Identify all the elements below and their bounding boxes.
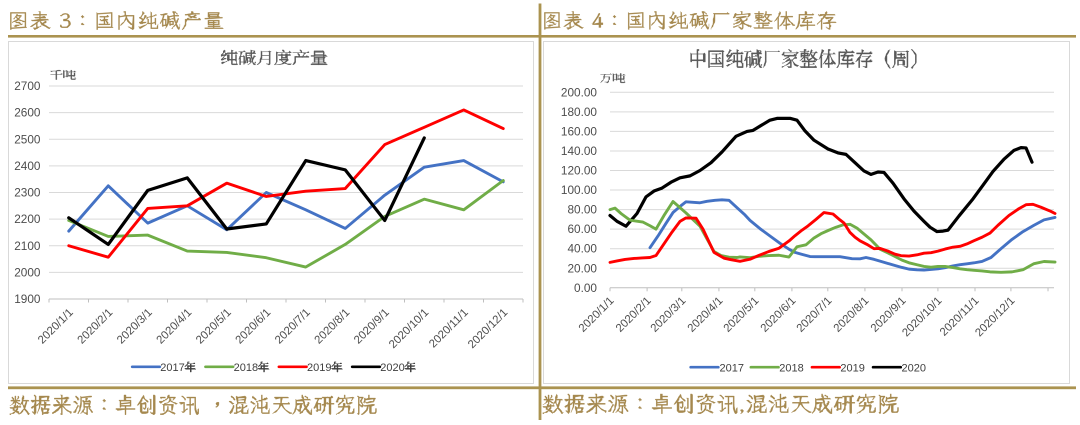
svg-text:2020/9/1: 2020/9/1 [352, 307, 392, 347]
svg-text:2020: 2020 [902, 362, 926, 374]
svg-text:2020/4/1: 2020/4/1 [686, 295, 726, 335]
svg-text:2020/1/1: 2020/1/1 [577, 295, 617, 335]
svg-text:2017: 2017 [160, 362, 184, 374]
svg-text:200.00: 200.00 [561, 85, 598, 99]
svg-text:0.00: 0.00 [574, 281, 597, 295]
svg-text:60.00: 60.00 [567, 222, 597, 236]
svg-text:2018: 2018 [234, 362, 258, 374]
svg-text:2019: 2019 [840, 362, 864, 374]
svg-text:2020: 2020 [380, 362, 404, 374]
svg-text:2020/12/1: 2020/12/1 [973, 295, 1017, 339]
svg-text:2300: 2300 [14, 186, 41, 200]
svg-text:2020/6/1: 2020/6/1 [759, 295, 799, 335]
svg-text:2700: 2700 [14, 79, 41, 93]
svg-text:2017: 2017 [720, 362, 744, 374]
svg-text:2020/4/1: 2020/4/1 [155, 307, 195, 347]
svg-text:2020/12/1: 2020/12/1 [466, 307, 510, 351]
svg-text:1900: 1900 [14, 292, 41, 306]
svg-text:2100: 2100 [14, 239, 41, 253]
svg-text:140.00: 140.00 [561, 144, 598, 158]
svg-text:2020/7/1: 2020/7/1 [795, 295, 835, 335]
svg-text:100.00: 100.00 [561, 183, 598, 197]
svg-text:2019: 2019 [307, 362, 331, 374]
svg-text:2020/2/1: 2020/2/1 [76, 307, 116, 347]
svg-text:2020/8/1: 2020/8/1 [832, 295, 872, 335]
svg-text:2020/11/1: 2020/11/1 [427, 307, 471, 351]
svg-text:2020/2/1: 2020/2/1 [614, 295, 654, 335]
svg-text:2400: 2400 [14, 159, 41, 173]
svg-text:2200: 2200 [14, 212, 41, 226]
svg-text:120.00: 120.00 [561, 164, 598, 178]
svg-text:2020/5/1: 2020/5/1 [194, 307, 234, 347]
svg-text:2020/5/1: 2020/5/1 [722, 295, 762, 335]
svg-text:2500: 2500 [14, 132, 41, 146]
svg-text:2020/1/1: 2020/1/1 [36, 307, 76, 347]
svg-text:40.00: 40.00 [567, 242, 597, 256]
svg-text:160.00: 160.00 [561, 124, 598, 138]
svg-text:80.00: 80.00 [567, 203, 597, 217]
svg-text:2018: 2018 [779, 362, 803, 374]
svg-text:2600: 2600 [14, 106, 41, 120]
svg-text:20.00: 20.00 [567, 261, 597, 275]
svg-text:2020/10/1: 2020/10/1 [387, 307, 431, 351]
svg-text:2020/3/1: 2020/3/1 [115, 307, 155, 347]
svg-text:2020/3/1: 2020/3/1 [649, 295, 689, 335]
svg-text:2020/8/1: 2020/8/1 [313, 307, 353, 347]
svg-text:2020/6/1: 2020/6/1 [234, 307, 274, 347]
svg-text:2000: 2000 [14, 265, 41, 279]
svg-text:2020/10/1: 2020/10/1 [900, 295, 944, 339]
svg-text:180.00: 180.00 [561, 105, 598, 119]
svg-text:2020/7/1: 2020/7/1 [273, 307, 313, 347]
